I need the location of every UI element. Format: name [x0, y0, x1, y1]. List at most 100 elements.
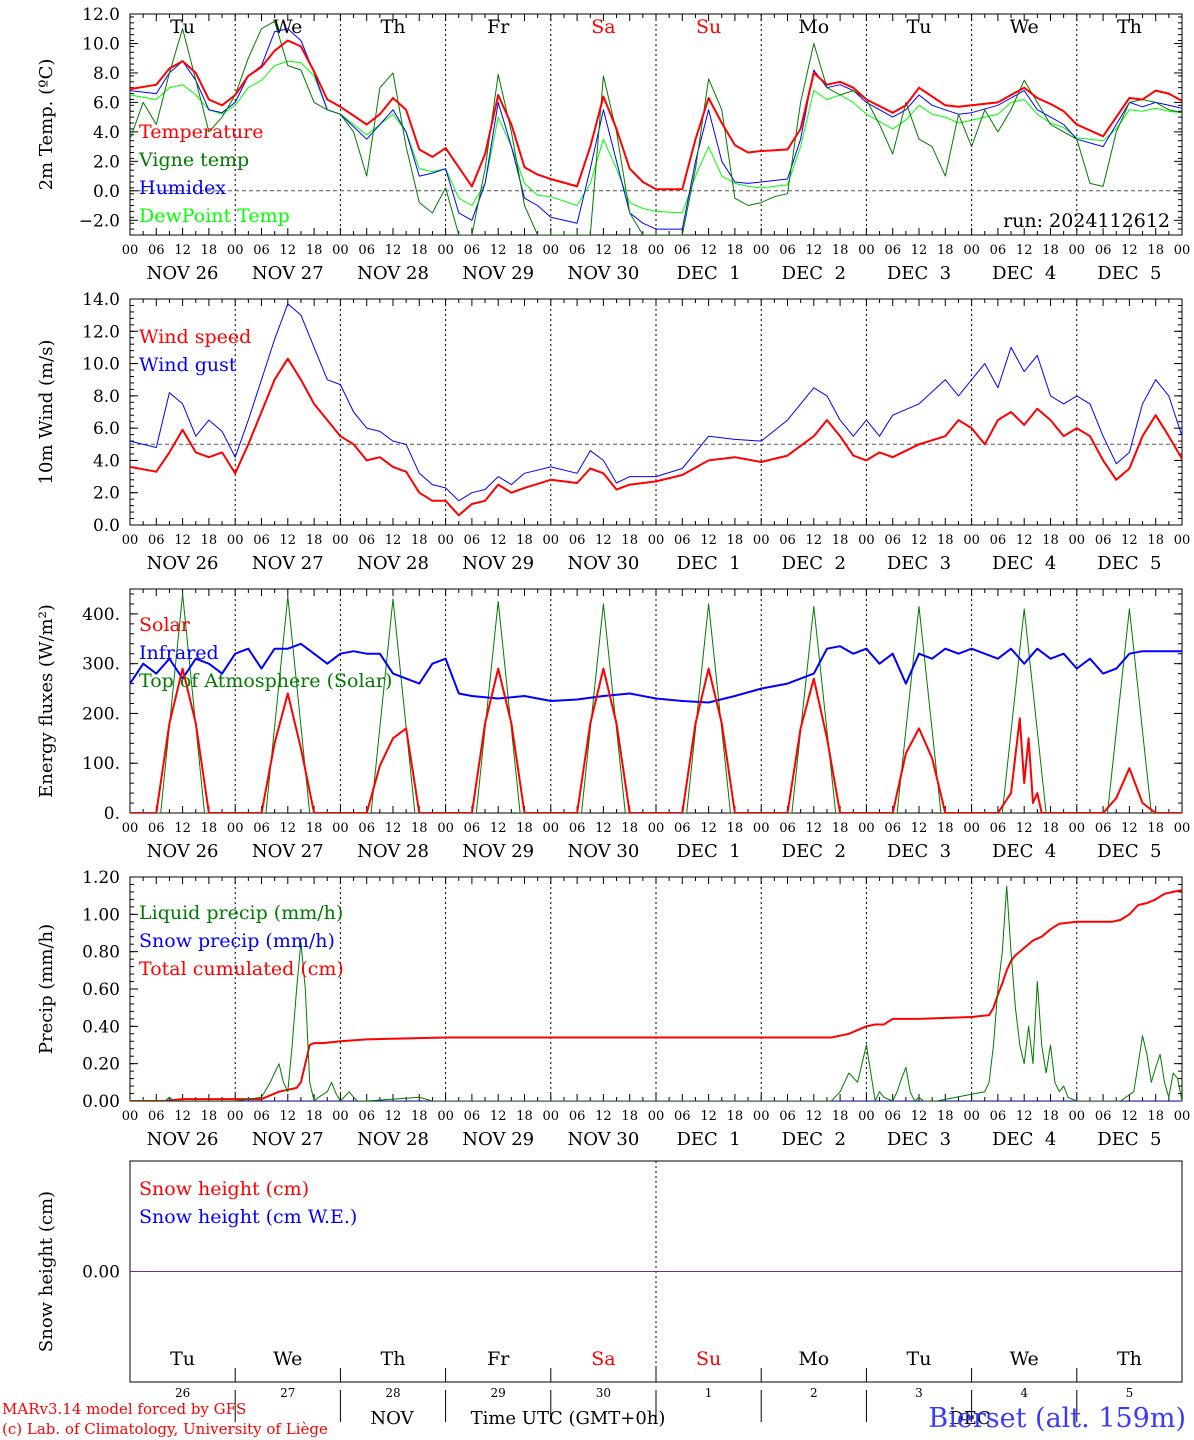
y-tick-label: 0.40	[82, 1017, 120, 1037]
hour-tick-label: 18	[832, 533, 849, 548]
legend-entry: Infrared	[139, 642, 219, 664]
hour-tick-label: 00	[1174, 533, 1191, 548]
hour-tick-label: 06	[148, 243, 165, 258]
date-label: NOV 27	[252, 553, 324, 574]
day-number-label: 1	[705, 1386, 713, 1400]
hour-tick-label: 18	[727, 1109, 744, 1124]
hour-tick-label: 06	[464, 243, 481, 258]
hour-tick-label: 00	[858, 821, 875, 836]
hour-tick-label: 18	[937, 533, 954, 548]
date-label: DEC 5	[1097, 1129, 1161, 1150]
panel-precip: 00 06 12 18 00 06 12 18 00 06 12 18 00 06 12 18 00 06 12 18…	[36, 868, 1190, 1150]
hour-tick-label: 06	[884, 821, 901, 836]
hour-tick-label: 06	[1095, 243, 1112, 258]
hour-tick-label: 12	[280, 533, 297, 548]
hour-tick-label: 06	[779, 821, 796, 836]
day-number-label: 5	[1126, 1386, 1134, 1400]
date-label: NOV 26	[147, 841, 219, 862]
hour-tick-label: 12	[911, 243, 928, 258]
y-tick-label: 0.80	[82, 943, 120, 963]
hour-tick-label: 00	[1069, 1109, 1086, 1124]
y-tick-label: 10.0	[82, 34, 120, 54]
hour-tick-label: 18	[1147, 1109, 1164, 1124]
weekday-label: We	[273, 1348, 302, 1370]
y-tick-label: 6.0	[93, 93, 120, 113]
hour-tick-label: 12	[1121, 533, 1138, 548]
hour-tick-label: 00	[122, 243, 139, 258]
lab-credit: (c) Lab. of Climatology, University of L…	[2, 1420, 328, 1438]
hour-tick-label: 00	[543, 1109, 560, 1124]
panel-temp: 00 06 12 18 00 06 12 18 00 06 12 18 00 06 12 18 00 06 12 18…	[36, 5, 1190, 284]
hour-tick-label: 06	[1095, 1109, 1112, 1124]
hour-tick-label: 18	[306, 821, 323, 836]
hour-tick-label: 06	[569, 821, 586, 836]
date-label: DEC 2	[782, 553, 846, 574]
hour-tick-label: 00	[648, 1109, 665, 1124]
hour-tick-label: 00	[963, 243, 980, 258]
date-label: DEC 5	[1097, 263, 1161, 284]
panel-wind: 00 06 12 18 00 06 12 18 00 06 12 18 00 06 12 18 00 06 12 18…	[36, 290, 1190, 574]
hour-tick-label: 06	[148, 1109, 165, 1124]
hour-tick-label: 12	[806, 533, 823, 548]
legend-entry: Snow height (cm W.E.)	[139, 1206, 357, 1228]
date-label: DEC 1	[676, 841, 740, 862]
y-tick-label: 400.	[82, 605, 120, 625]
day-number-label: 29	[491, 1386, 506, 1400]
hour-tick-label: 18	[1147, 243, 1164, 258]
hour-tick-label: 18	[1042, 243, 1059, 258]
hour-tick-label: 06	[990, 533, 1007, 548]
date-label: NOV 28	[357, 1129, 429, 1150]
y-tick-label: 6.0	[93, 419, 120, 439]
hour-tick-label: 00	[858, 243, 875, 258]
hour-tick-label: 00	[332, 533, 349, 548]
y-axis-label: Precip (mm/h)	[36, 924, 57, 1054]
y-tick-label: 8.0	[93, 64, 120, 84]
hour-tick-label: 12	[1016, 1109, 1033, 1124]
footer: MARv3.14 model forced by GFS (c) Lab. of…	[2, 1400, 1186, 1438]
date-label: NOV 28	[357, 841, 429, 862]
hour-tick-label: 06	[569, 533, 586, 548]
hour-tick-label: 18	[832, 243, 849, 258]
hour-tick-label: 12	[490, 243, 507, 258]
date-label: DEC 3	[887, 553, 951, 574]
hour-tick-label: 18	[937, 1109, 954, 1124]
hour-tick-label: 18	[306, 1109, 323, 1124]
y-axis-label: 10m Wind (m/s)	[36, 340, 57, 485]
hour-tick-label: 00	[753, 243, 770, 258]
hour-tick-label: 06	[148, 821, 165, 836]
hour-tick-label: 06	[884, 1109, 901, 1124]
hour-tick-label: 06	[1095, 821, 1112, 836]
hour-tick-label: 12	[911, 821, 928, 836]
hour-tick-label: 18	[727, 243, 744, 258]
y-tick-label: 0.00	[82, 1263, 120, 1283]
hour-tick-label: 18	[832, 821, 849, 836]
weekday-label: Th	[1117, 16, 1142, 38]
weekday-label: We	[1010, 16, 1039, 38]
date-label: DEC 3	[887, 1129, 951, 1150]
legend-entry: Snow precip (mm/h)	[139, 930, 335, 952]
series-line	[130, 642, 1182, 704]
weekday-label: Tu	[907, 1348, 932, 1370]
hour-tick-label: 18	[516, 821, 533, 836]
hour-tick-label: 12	[174, 243, 191, 258]
date-label: DEC 1	[676, 553, 740, 574]
site-name: Bierset (alt. 159m)	[928, 1403, 1186, 1434]
day-number-label: 26	[175, 1386, 190, 1400]
hour-tick-label: 00	[963, 533, 980, 548]
hour-tick-label: 00	[332, 1109, 349, 1124]
weekday-label: Tu	[170, 16, 195, 38]
hour-tick-label: 12	[595, 243, 612, 258]
hour-tick-label: 00	[543, 821, 560, 836]
day-number-label: 2	[810, 1386, 818, 1400]
hour-tick-label: 12	[490, 821, 507, 836]
y-tick-label: 2.0	[93, 152, 120, 172]
date-label: NOV 29	[462, 263, 534, 284]
date-label: NOV 27	[252, 841, 324, 862]
date-label: DEC 2	[782, 1129, 846, 1150]
y-tick-label: 14.0	[82, 290, 120, 310]
hour-tick-label: 18	[727, 533, 744, 548]
weekday-label: Th	[1117, 1348, 1142, 1370]
hour-tick-label: 00	[1069, 533, 1086, 548]
hour-tick-label: 18	[621, 821, 638, 836]
weekday-label: Fr	[487, 16, 510, 38]
